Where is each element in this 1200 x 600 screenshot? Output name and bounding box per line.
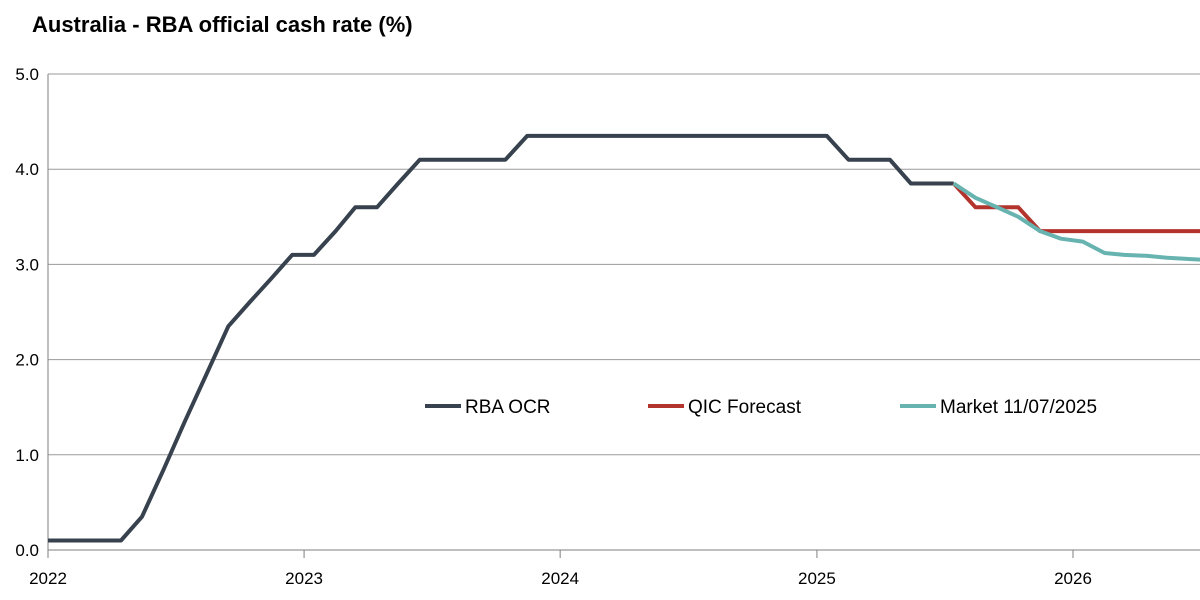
y-axis-tick-labels: 0.0 1.0 2.0 3.0 4.0 5.0: [15, 65, 39, 560]
x-tick-label: 2022: [29, 569, 67, 588]
chart-title: Australia - RBA official cash rate (%): [32, 12, 413, 37]
y-tick-label: 2.0: [15, 351, 39, 370]
y-tick-label: 5.0: [15, 65, 39, 84]
legend: RBA OCR QIC Forecast Market 11/07/2025: [425, 397, 1097, 418]
gridlines: [48, 73, 1200, 456]
y-tick-label: 4.0: [15, 160, 39, 179]
series-lines: [48, 133, 1200, 543]
series-line-market-11-07-2025: [952, 181, 1200, 262]
x-axis-tick-labels: 2022 2023 2024 2025 2026: [29, 569, 1092, 588]
axes: [47, 74, 1200, 558]
x-tick-label: 2023: [285, 569, 323, 588]
y-tick-label: 1.0: [15, 446, 39, 465]
series-line-qic-forecast: [952, 182, 1200, 234]
x-tick-label: 2026: [1054, 569, 1092, 588]
legend-label: Market 11/07/2025: [940, 397, 1097, 418]
y-tick-label: 0.0: [15, 541, 39, 560]
x-tick-label: 2024: [541, 569, 579, 588]
x-tick-label: 2025: [798, 569, 836, 588]
series-line-rba-ocr: [48, 133, 954, 543]
y-tick-label: 3.0: [15, 255, 39, 274]
legend-label: QIC Forecast: [688, 397, 802, 418]
legend-label: RBA OCR: [465, 397, 551, 418]
